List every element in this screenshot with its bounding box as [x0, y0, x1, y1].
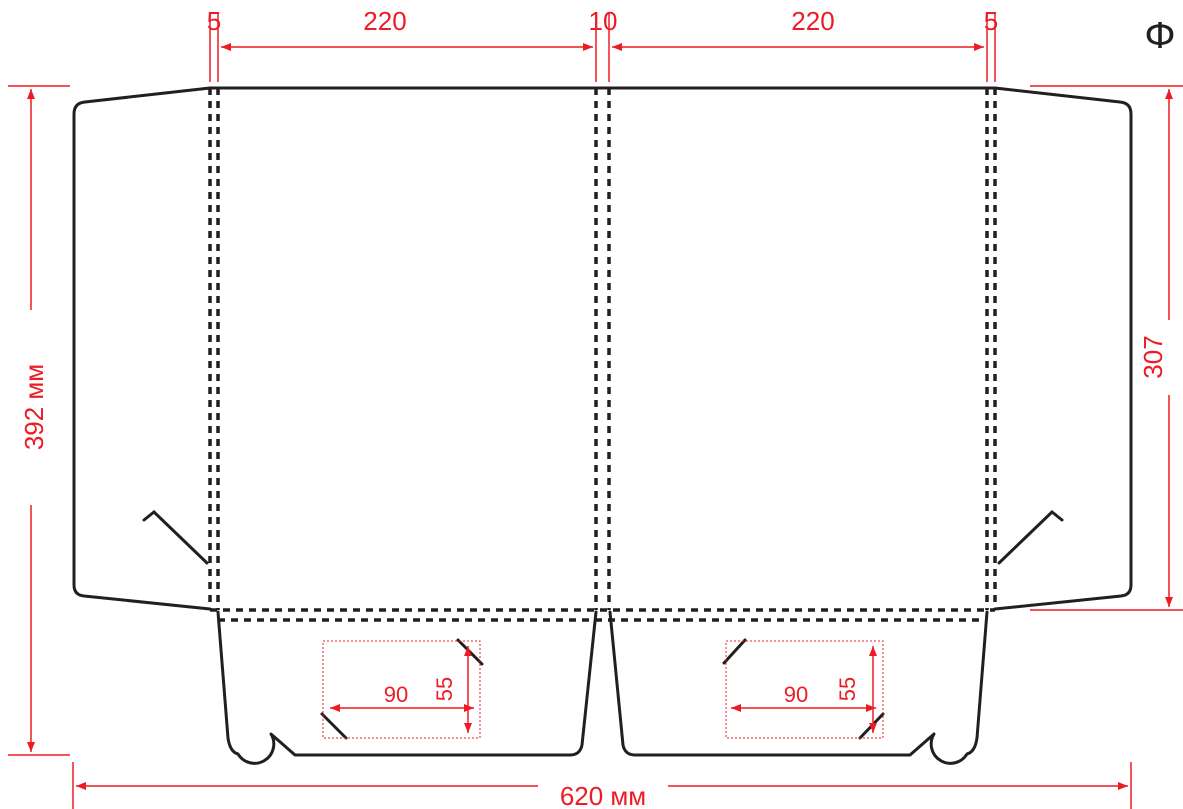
label-left-card-height: 55: [432, 677, 457, 701]
label-right-margin: 5: [984, 6, 998, 36]
right-card-slot-bottom: [858, 712, 885, 740]
left-pocket: [216, 610, 598, 765]
fold-lines: [208, 88, 997, 622]
label-right-card-width: 90: [784, 682, 808, 707]
label-left-margin: 5: [207, 6, 221, 36]
label-right-panel: 220: [791, 6, 834, 36]
right-card-box: [725, 640, 884, 739]
left-card-slot-top: [456, 638, 484, 666]
dimension-lines: [8, 12, 1183, 809]
left-side-flap: [72, 86, 212, 611]
left-card-box: [322, 640, 481, 739]
folder-outline: [72, 86, 1133, 765]
dimension-labels: 5 220 10 220 5 392 мм 307 620 мм 90 55 9…: [19, 6, 1176, 809]
label-left-card-width: 90: [384, 682, 408, 707]
right-side-flap: [993, 86, 1133, 611]
label-spine: 10: [589, 6, 618, 36]
label-total-height: 392 мм: [19, 364, 49, 450]
left-flap-slot: [142, 510, 209, 565]
right-card-slot-top: [722, 638, 747, 665]
right-flap-slot: [997, 510, 1064, 565]
right-pocket: [608, 610, 989, 765]
corner-letter: Ф: [1145, 16, 1176, 57]
slots: [142, 510, 1064, 740]
left-card-slot-bottom: [320, 712, 348, 740]
label-flap-height: 307: [1138, 335, 1168, 378]
label-total-width: 620 мм: [560, 781, 646, 809]
card-slot-guides: [322, 640, 884, 739]
label-right-card-height: 55: [835, 677, 860, 701]
label-left-panel: 220: [363, 6, 406, 36]
